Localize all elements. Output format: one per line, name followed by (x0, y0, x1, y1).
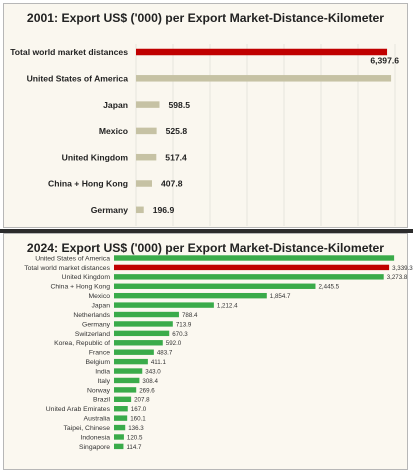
bar-singapore (114, 443, 124, 450)
value-label: 114.7 (126, 444, 142, 451)
category-label: Norway (87, 387, 111, 394)
bar-taipei-chinese (114, 424, 126, 431)
bar-switzerland (114, 330, 170, 337)
panel-divider (0, 229, 413, 233)
bar-china-hong-kong (114, 283, 316, 289)
bar-japan (114, 302, 214, 308)
category-label: Brazil (93, 397, 110, 404)
bar-germany (114, 321, 173, 327)
value-label: 592.0 (166, 340, 182, 347)
value-label: 136.3 (128, 425, 144, 432)
category-label: Japan (103, 100, 128, 110)
chart-2001-title: 2001: Export US$ ('000) per Export Marke… (26, 11, 385, 25)
bar-belgium (114, 358, 148, 365)
bar-india (114, 368, 143, 374)
value-label: 598.5 (168, 100, 190, 110)
bar-mexico (136, 127, 157, 135)
value-label: 525.8 (166, 126, 188, 136)
bar-norway (114, 387, 137, 393)
value-label: 788.4 (182, 312, 198, 319)
category-label: United Kingdom (62, 274, 111, 281)
value-label: 196.9 (153, 205, 175, 215)
chart-2001-panel: 2001: Export US$ ('000) per Export Marke… (3, 3, 408, 228)
value-label: 2,445.5 (318, 284, 339, 291)
value-label: 343.0 (145, 368, 161, 375)
bar-united-kingdom (136, 153, 157, 161)
category-label: Singapore (79, 444, 110, 451)
bar-united-states-of-america (114, 255, 395, 261)
value-label: 517.4 (165, 152, 187, 162)
category-label: United Arab Emirates (46, 406, 111, 413)
category-label: Korea, Republic of (54, 340, 110, 347)
bar-italy (114, 377, 140, 384)
category-label: Switzerland (75, 331, 110, 338)
bar-indonesia (114, 434, 124, 440)
category-label: Germany (82, 321, 111, 328)
value-label: 3,339.3 (392, 265, 413, 272)
category-label: Germany (91, 205, 128, 215)
category-label: Indonesia (81, 434, 111, 441)
value-label: 1,854.7 (270, 293, 291, 300)
chart-2024-title: 2024: Export US$ ('000) per Export Marke… (26, 241, 385, 255)
bar-united-kingdom (114, 274, 384, 280)
category-label: Australia (84, 416, 111, 423)
bar-japan (136, 101, 160, 108)
category-label: China + Hong Kong (50, 284, 110, 291)
value-label: 6,397.6 (370, 55, 399, 65)
bar-korea-republic-of (114, 340, 163, 346)
category-label: Mexico (99, 126, 128, 136)
value-label: 3,273.8 (387, 274, 408, 281)
category-label: United States of America (27, 74, 129, 84)
category-label: Italy (98, 378, 111, 385)
category-label: China + Hong Kong (48, 179, 128, 189)
category-label: Netherlands (73, 312, 110, 319)
value-label: 269.6 (139, 387, 155, 394)
value-label: 308.4 (142, 378, 158, 385)
chart-2024-panel: 2024: Export US$ ('000) per Export Marke… (3, 233, 408, 470)
category-label: India (95, 368, 110, 375)
bar-china-hong-kong (136, 180, 153, 187)
value-label: 411.1 (151, 359, 167, 366)
category-label: Total world market distances (24, 265, 110, 272)
bar-germany (136, 206, 144, 214)
bar-united-arab-emirates (114, 406, 128, 412)
value-label: 120.5 (127, 434, 143, 441)
category-label: Taipei, Chinese (64, 425, 111, 432)
value-label: 483.7 (157, 350, 173, 357)
bar-total-world-market-distances (114, 264, 390, 271)
bar-netherlands (114, 311, 179, 318)
value-label: 207.8 (134, 397, 150, 404)
category-label: Mexico (88, 293, 110, 300)
bar-total-world-market-distances (136, 48, 388, 56)
value-label: 407.8 (161, 179, 183, 189)
value-label: 160.1 (130, 416, 146, 423)
category-label: United Kingdom (62, 152, 129, 162)
category-label: France (89, 350, 110, 357)
value-label: 167.0 (131, 406, 147, 413)
bar-france (114, 349, 154, 355)
category-label: Belgium (85, 359, 110, 366)
category-label: United States of America (35, 255, 110, 262)
bar-united-states-of-america (136, 75, 392, 82)
category-label: Japan (91, 303, 110, 310)
value-label: 713.9 (176, 321, 192, 328)
bar-australia (114, 415, 128, 421)
chart-1-plot: United States of America Total world mark… (24, 255, 413, 451)
value-label: 670.3 (172, 331, 188, 338)
chart-0-plot: Total world market distances 6,397.6 Unite… (10, 44, 399, 226)
value-label: 1,212.4 (217, 303, 238, 310)
bar-mexico (114, 292, 267, 299)
bar-brazil (114, 396, 132, 402)
category-label: Total world market distances (10, 47, 128, 57)
